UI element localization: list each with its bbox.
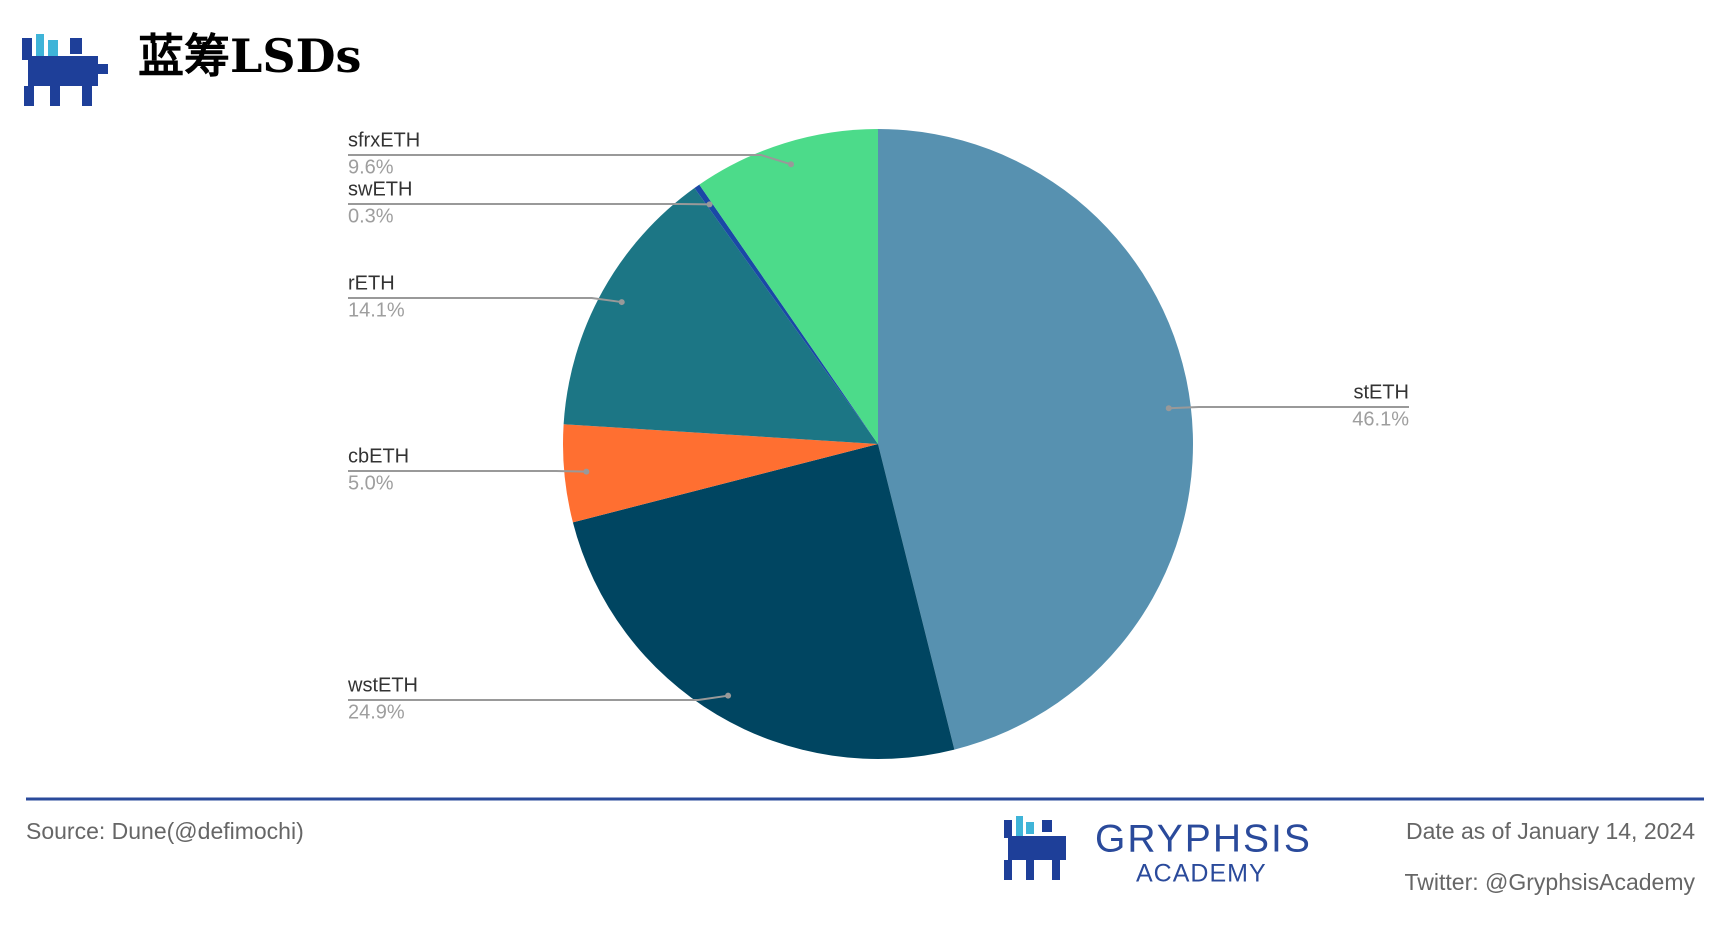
brand-sub: ACADEMY	[1136, 860, 1267, 888]
leader-dot	[706, 201, 713, 208]
leader-dot	[583, 468, 590, 475]
slice-value: 9.6%	[348, 156, 394, 178]
leader-dot	[725, 692, 732, 699]
pie-slice	[694, 184, 878, 445]
slice-value: 24.9%	[348, 701, 405, 723]
slice-value: 5.0%	[348, 472, 394, 494]
leader-line	[348, 470, 587, 473]
slice-value: 0.3%	[348, 205, 394, 227]
leader-dot	[1165, 405, 1172, 412]
brand-icon	[1004, 816, 1066, 880]
twitter: Twitter: @GryphsisAcademy	[1405, 869, 1696, 895]
chart-title: 蓝筹LSDs	[138, 29, 361, 83]
slice-value: 14.1%	[348, 299, 405, 321]
leader-dot	[787, 161, 794, 168]
slice-label: cbETH	[348, 445, 409, 467]
leader-line	[348, 297, 622, 304]
slice-label: wstETH	[347, 674, 418, 696]
slice-value: 46.1%	[1352, 408, 1409, 430]
pie-slice	[572, 444, 955, 759]
pie-slice	[878, 129, 1194, 750]
leader-line	[1168, 406, 1409, 410]
brand: GRYPHSIS	[1095, 817, 1312, 860]
pie-slice	[563, 188, 878, 444]
leader-line	[348, 154, 792, 166]
leader-dot	[618, 299, 625, 306]
pie: stETH 46.1% wstETH 24.9% cbETH 5.0% rETH 14.1% s…	[347, 129, 1409, 759]
date: Date as of January 14, 2024	[1406, 818, 1695, 844]
leader-line	[348, 694, 729, 701]
source: Source: Dune(@defimochi)	[26, 818, 304, 844]
slice-label: rETH	[348, 272, 395, 294]
pie-slice	[699, 129, 878, 444]
slice-label: stETH	[1353, 381, 1409, 403]
slice-label: swETH	[348, 178, 412, 200]
slice-label: sfrxETH	[348, 129, 420, 151]
pie-slice	[563, 424, 878, 523]
logo-icon	[22, 34, 108, 106]
